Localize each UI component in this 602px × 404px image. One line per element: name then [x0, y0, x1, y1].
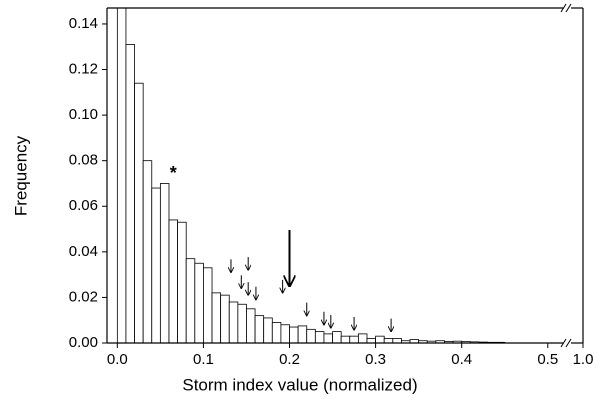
x-axis-label: Storm index value (normalized) [182, 375, 417, 394]
x-tick-label: 1.0 [573, 351, 594, 368]
bar [280, 324, 290, 344]
axis-break [565, 3, 572, 13]
bar [332, 331, 342, 344]
y-tick-label: 0.14 [69, 15, 98, 32]
y-tick-label: 0.04 [69, 243, 98, 260]
bar [366, 338, 377, 344]
bar [228, 301, 239, 344]
bar [211, 292, 222, 344]
x-tick-label: 0.3 [365, 351, 386, 368]
bar [142, 160, 153, 344]
bar [220, 294, 230, 344]
bar [263, 317, 273, 344]
x-tick-label: 0.0 [107, 351, 128, 368]
x-tick-label: 0.5 [537, 351, 558, 368]
bar [306, 328, 316, 344]
bar [349, 335, 359, 344]
axis-break [560, 338, 567, 348]
y-tick-label: 0.06 [69, 197, 98, 214]
axis-break [560, 3, 567, 13]
bar [134, 82, 144, 344]
bar [159, 183, 170, 344]
x-tick-label: 0.1 [193, 351, 214, 368]
x-tick-label: 0.4 [451, 351, 472, 368]
bar [116, 8, 127, 344]
bar [297, 325, 308, 344]
y-tick-label: 0.00 [69, 334, 98, 351]
y-tick-label: 0.02 [69, 288, 98, 305]
x-tick-label: 0.2 [279, 351, 300, 368]
y-tick-label: 0.12 [69, 60, 98, 77]
bar [375, 335, 385, 344]
bar [314, 331, 325, 344]
bar [254, 315, 265, 344]
bar [271, 322, 282, 344]
bar [392, 338, 402, 344]
bar [168, 219, 178, 344]
bar [340, 335, 351, 344]
bar [194, 262, 204, 344]
y-axis-label: Frequency [11, 135, 30, 216]
bar [289, 326, 299, 344]
bar [383, 338, 394, 344]
bar [151, 187, 161, 344]
axis-break [565, 338, 572, 348]
bar [203, 267, 213, 344]
bar [185, 258, 196, 344]
y-tick-label: 0.08 [69, 152, 98, 169]
bar [323, 333, 333, 344]
bar [246, 308, 256, 344]
bar [357, 333, 368, 344]
bar [125, 44, 135, 344]
y-tick-label: 0.10 [69, 106, 98, 123]
bar [237, 303, 247, 344]
bar [177, 221, 187, 344]
annotation: * [170, 163, 177, 183]
